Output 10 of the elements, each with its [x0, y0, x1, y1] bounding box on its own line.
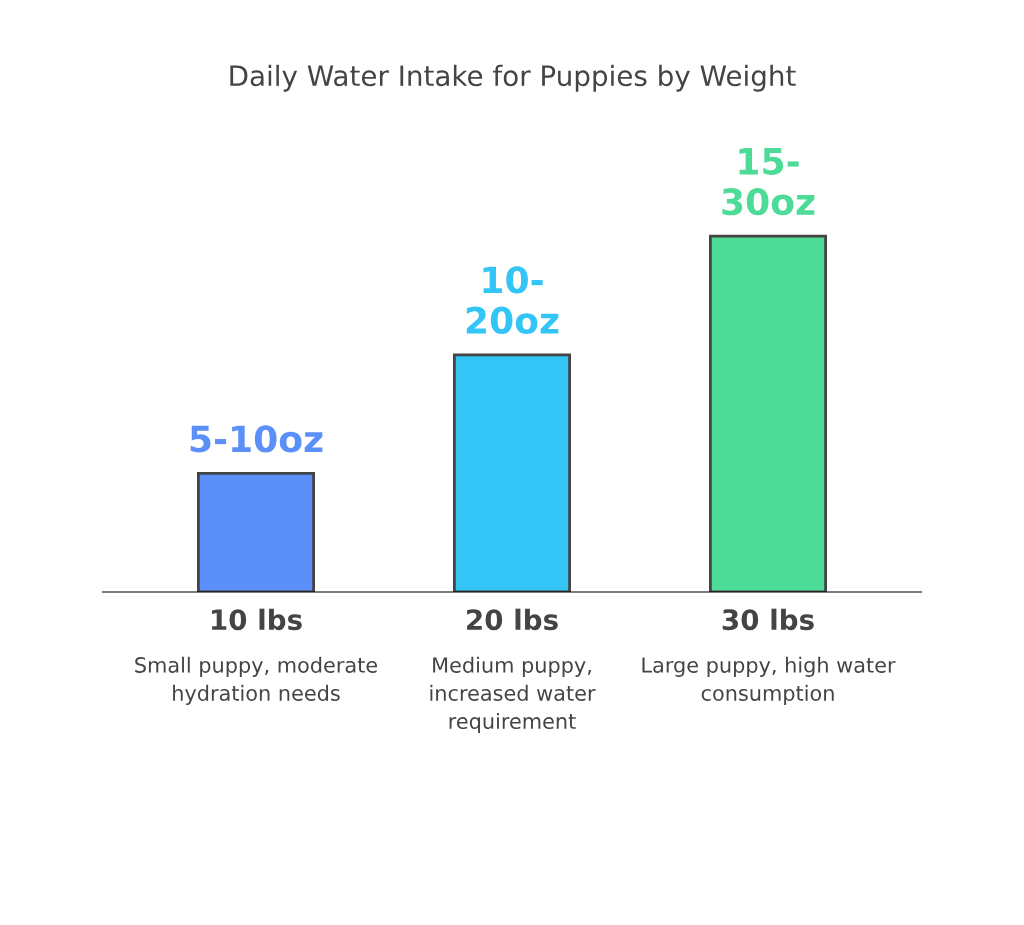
data-label: 5-10oz [190, 425, 323, 453]
x-tick-label: 20 lbs [467, 608, 558, 631]
x-tick-label: 10 lbs [212, 608, 302, 631]
chart-title: Daily Water Intake for Puppies by Weight [230, 64, 796, 92]
text: Small puppy, moderate hydration needs [135, 656, 378, 705]
text: Medium puppy, increased water requirement [430, 656, 596, 734]
data-label: 10- 20oz [466, 266, 559, 334]
data-label: 15- 30oz [722, 148, 815, 216]
x-tick-label: 30 lbs [722, 608, 814, 631]
text: Large puppy, high water consumption [642, 656, 896, 705]
